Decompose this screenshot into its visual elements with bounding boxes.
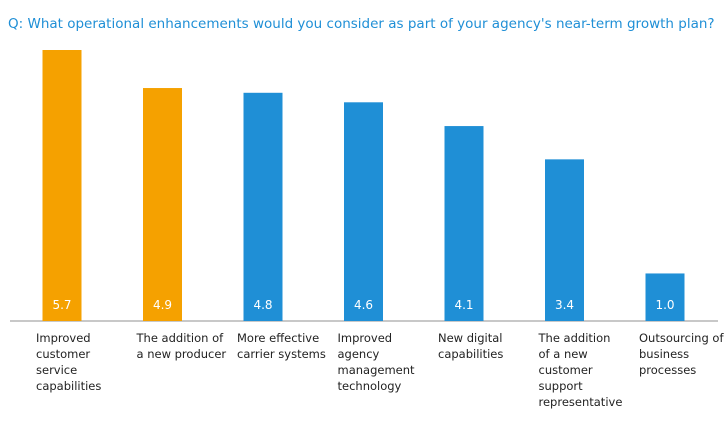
bar (645, 273, 685, 321)
bar (143, 88, 182, 321)
value-label: 4.8 (253, 298, 272, 312)
value-label: 4.9 (153, 298, 172, 312)
x-tick-label: Outsourcing of business processes (639, 331, 724, 377)
x-tick-label: Improved customer service capabilities (36, 331, 102, 393)
value-label: 1.0 (655, 298, 674, 312)
x-tick-label: Improved agency management technology (337, 331, 415, 393)
x-tick-label: The addition of a new customer support r… (538, 331, 623, 409)
bar (444, 126, 484, 321)
bar (545, 159, 584, 321)
value-label: 4.1 (454, 298, 473, 312)
x-tick-label: The addition of a new producer (136, 331, 227, 361)
bar (243, 92, 283, 321)
value-label: 5.7 (52, 298, 71, 312)
x-tick-label: New digital capabilities (438, 331, 504, 361)
bar (344, 102, 383, 321)
chart-title: Q: What operational enhancements would y… (8, 16, 715, 32)
bar (42, 50, 82, 321)
x-tick-label: More effective carrier systems (237, 331, 326, 361)
value-label: 4.6 (354, 298, 373, 312)
value-label: 3.4 (555, 298, 574, 312)
